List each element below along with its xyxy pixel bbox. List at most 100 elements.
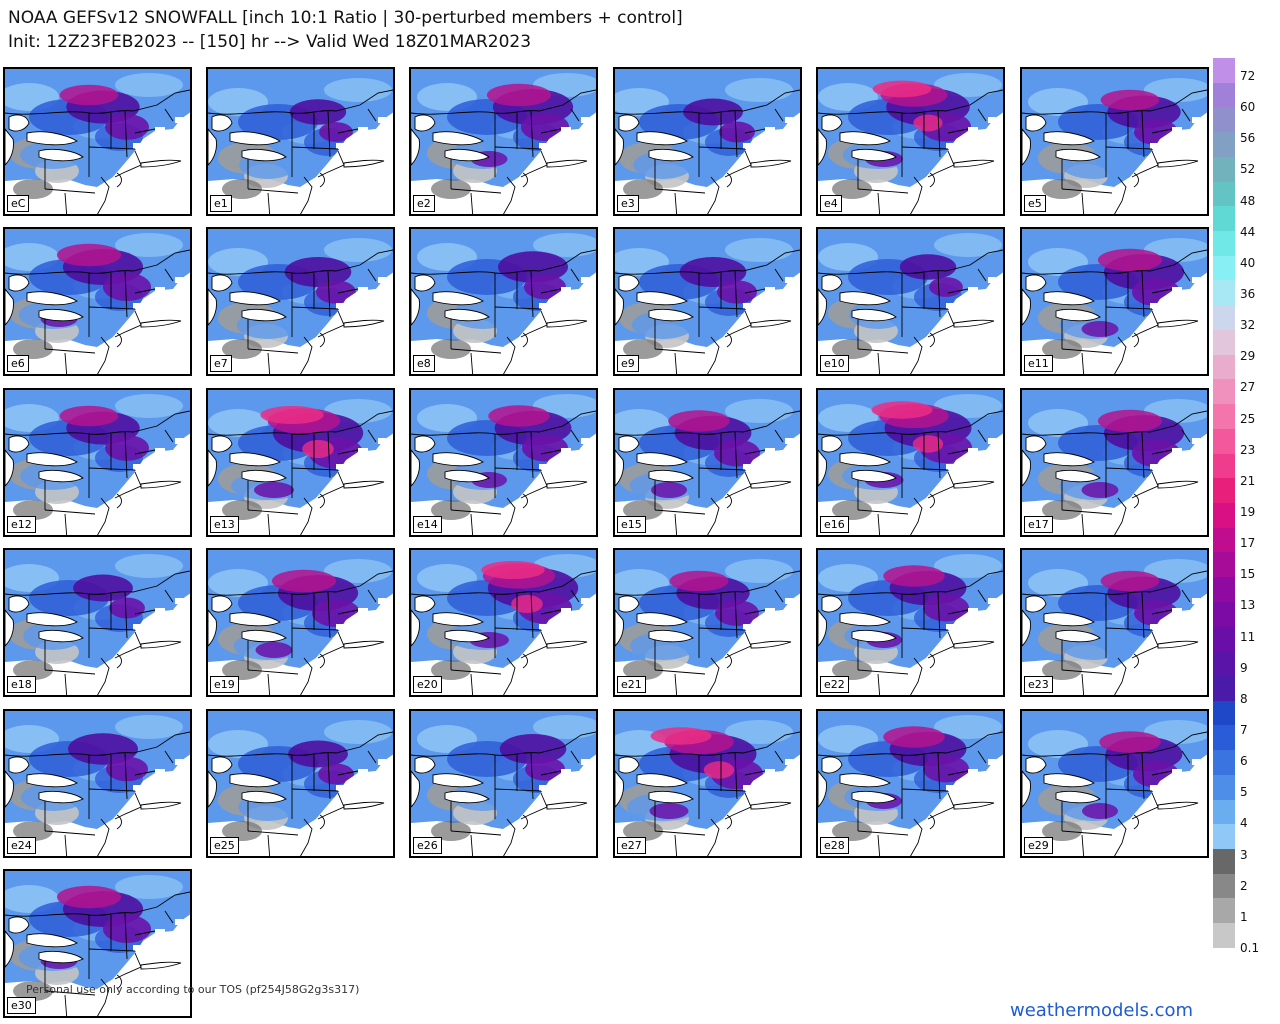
snowfall-map-graphic bbox=[818, 711, 1003, 856]
colorbar-tick-label: 0.1 bbox=[1240, 941, 1260, 955]
ensemble-member-map: e24 bbox=[3, 709, 192, 858]
colorbar-tick-label: 7 bbox=[1240, 723, 1248, 737]
brand-link[interactable]: weathermodels.com bbox=[1010, 1000, 1194, 1021]
member-label: e16 bbox=[820, 516, 849, 533]
snowfall-map-graphic bbox=[208, 550, 393, 695]
colorbar-tick-label: 1 bbox=[1240, 909, 1248, 924]
member-label: e14 bbox=[413, 516, 442, 533]
colorbar-tick-label: 13 bbox=[1240, 598, 1256, 613]
ensemble-member-map: e6 bbox=[3, 227, 192, 376]
ensemble-member-map: e22 bbox=[816, 548, 1005, 697]
ensemble-member-map: e4 bbox=[816, 67, 1005, 216]
member-label: e12 bbox=[7, 516, 36, 533]
colorbar-segment bbox=[1213, 527, 1235, 553]
colorbar-segment bbox=[1213, 799, 1235, 825]
ensemble-member-map: e17 bbox=[1020, 388, 1209, 537]
ensemble-member-map: e23 bbox=[1020, 548, 1209, 697]
member-label: e23 bbox=[1024, 676, 1053, 693]
member-label: e8 bbox=[413, 355, 435, 372]
ensemble-member-map: e16 bbox=[816, 388, 1005, 537]
member-label: eC bbox=[7, 195, 30, 212]
colorbar-segment bbox=[1213, 478, 1235, 503]
snowfall-map-graphic bbox=[615, 390, 800, 535]
snowfall-map-graphic bbox=[5, 711, 190, 856]
colorbar-segment bbox=[1213, 305, 1235, 330]
snowfall-map-graphic bbox=[5, 229, 190, 374]
member-label: e26 bbox=[413, 837, 442, 854]
snowfall-map-graphic bbox=[411, 550, 596, 695]
snowfall-map-graphic bbox=[818, 69, 1003, 214]
snowfall-map-graphic bbox=[615, 69, 800, 214]
colorbar-segment bbox=[1213, 849, 1235, 874]
snowfall-map-graphic bbox=[615, 550, 800, 695]
member-label: e2 bbox=[413, 195, 435, 212]
snowfall-map-graphic bbox=[615, 711, 800, 856]
colorbar-segment bbox=[1213, 453, 1235, 479]
colorbar-segment bbox=[1213, 156, 1235, 182]
member-label: e25 bbox=[210, 837, 239, 854]
member-label: e6 bbox=[7, 355, 29, 372]
ensemble-member-map: e9 bbox=[613, 227, 802, 376]
colorbar-tick-label: 40 bbox=[1240, 255, 1256, 270]
colorbar-segment bbox=[1213, 132, 1235, 157]
snowfall-map-graphic bbox=[411, 390, 596, 535]
colorbar-tick-label: 52 bbox=[1240, 162, 1256, 177]
colorbar-tick-label: 11 bbox=[1240, 629, 1256, 644]
colorbar-segment bbox=[1213, 404, 1235, 429]
title-line-2: Init: 12Z23FEB2023 -- [150] hr --> Valid… bbox=[8, 32, 532, 52]
colorbar-segment bbox=[1213, 577, 1235, 602]
colorbar-segment bbox=[1213, 82, 1235, 108]
colorbar-tick-label: 72 bbox=[1240, 69, 1256, 83]
member-label: e7 bbox=[210, 355, 232, 372]
colorbar-segment bbox=[1213, 231, 1235, 256]
ensemble-member-map: e15 bbox=[613, 388, 802, 537]
ensemble-member-map: e18 bbox=[3, 548, 192, 697]
colorbar-segment bbox=[1213, 601, 1235, 627]
snowfall-map-graphic bbox=[5, 390, 190, 535]
colorbar-segment bbox=[1213, 181, 1235, 207]
snowfall-map-graphic bbox=[208, 229, 393, 374]
member-label: e19 bbox=[210, 676, 239, 693]
member-label: e1 bbox=[210, 195, 232, 212]
member-label: e18 bbox=[7, 676, 36, 693]
member-label: e4 bbox=[820, 195, 842, 212]
colorbar-tick-label: 48 bbox=[1240, 193, 1256, 208]
colorbar-tick-label: 44 bbox=[1240, 224, 1256, 239]
colorbar-tick-label: 4 bbox=[1240, 816, 1248, 831]
tos-disclaimer: Personal use only according to our TOS (… bbox=[26, 983, 360, 996]
snowfall-map-graphic bbox=[615, 229, 800, 374]
colorbar-segment bbox=[1213, 774, 1235, 800]
colorbar-tick-label: 29 bbox=[1240, 349, 1256, 364]
ensemble-member-map: e30 bbox=[3, 869, 192, 1018]
colorbar-segment bbox=[1213, 58, 1235, 83]
member-label: e22 bbox=[820, 676, 849, 693]
colorbar-tick-label: 6 bbox=[1240, 754, 1248, 769]
colorbar-segment bbox=[1213, 552, 1235, 578]
snowfall-map-graphic bbox=[5, 550, 190, 695]
colorbar-segment bbox=[1213, 873, 1235, 899]
colorbar-tick-label: 2 bbox=[1240, 878, 1248, 893]
snowfall-map-graphic bbox=[411, 69, 596, 214]
ensemble-member-map: eC bbox=[3, 67, 192, 216]
colorbar-tick-label: 19 bbox=[1240, 505, 1256, 519]
colorbar-segment bbox=[1213, 750, 1235, 775]
ensemble-member-map: e8 bbox=[409, 227, 598, 376]
colorbar-tick-label: 17 bbox=[1240, 536, 1256, 551]
colorbar-tick-label: 8 bbox=[1240, 691, 1248, 706]
snowfall-map-graphic bbox=[208, 69, 393, 214]
map-title: NOAA GEFSv12 SNOWFALL [inch 10:1 Ratio |… bbox=[8, 6, 683, 54]
member-label: e30 bbox=[7, 997, 36, 1014]
member-label: e11 bbox=[1024, 355, 1053, 372]
colorbar-segment bbox=[1213, 626, 1235, 652]
colorbar-segment bbox=[1213, 725, 1235, 751]
ensemble-member-map: e5 bbox=[1020, 67, 1209, 216]
colorbar-tick-label: 5 bbox=[1240, 785, 1248, 800]
snowfall-colorbar bbox=[1213, 58, 1235, 948]
colorbar-tick-label: 25 bbox=[1240, 411, 1256, 426]
colorbar-segment bbox=[1213, 824, 1235, 849]
member-label: e28 bbox=[820, 837, 849, 854]
snowfall-map-graphic bbox=[1022, 229, 1207, 374]
colorbar-segment bbox=[1213, 923, 1235, 948]
title-line-1: NOAA GEFSv12 SNOWFALL [inch 10:1 Ratio |… bbox=[8, 8, 683, 28]
ensemble-member-map: e28 bbox=[816, 709, 1005, 858]
